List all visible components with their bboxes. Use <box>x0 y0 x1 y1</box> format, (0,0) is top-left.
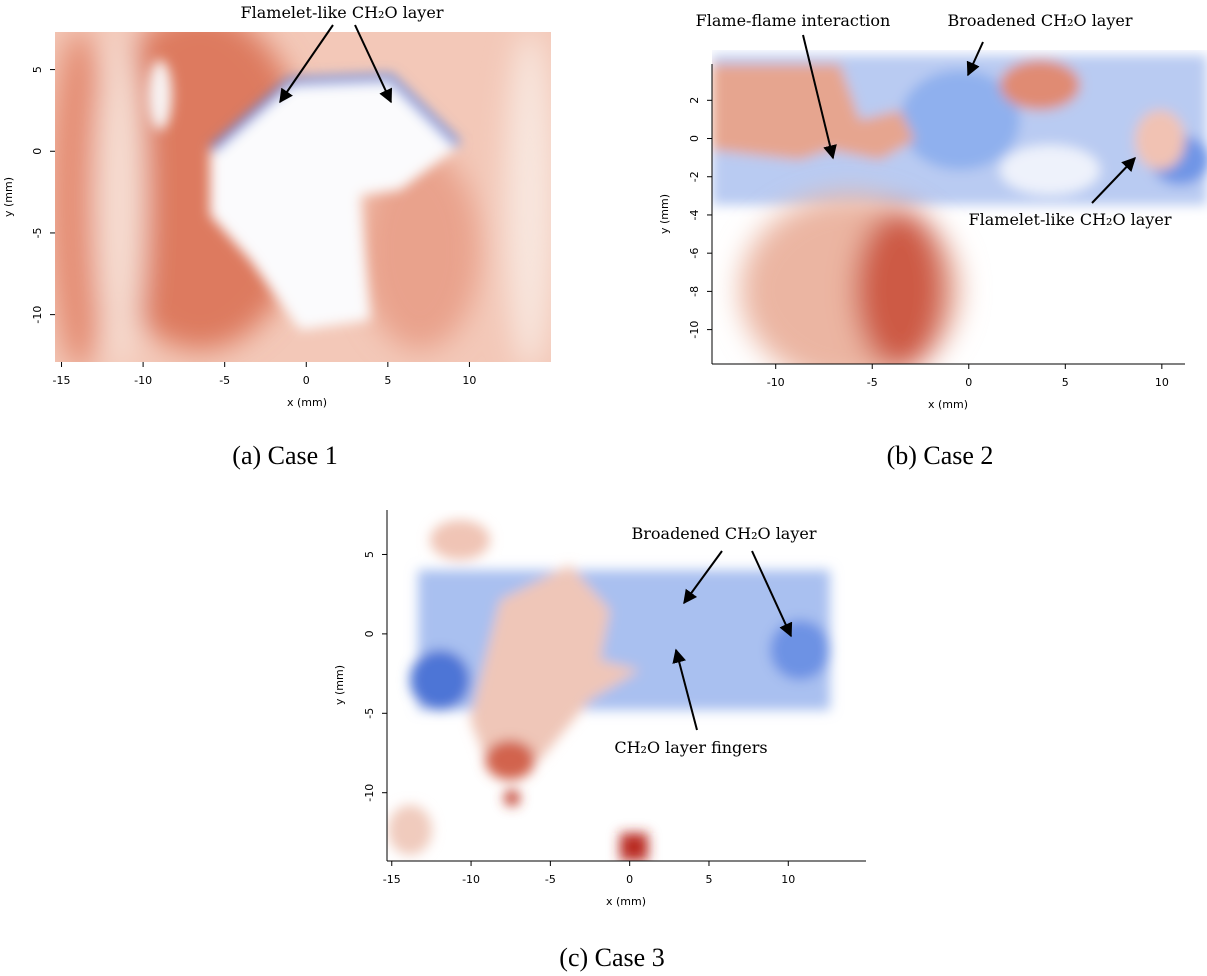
arrow <box>279 24 334 104</box>
y-tick-label: -10 <box>31 306 44 324</box>
x-tick-label: -5 <box>545 873 556 886</box>
y-tick-label: 0 <box>31 148 44 155</box>
y-tick-label: -5 <box>363 708 376 719</box>
x-axis-label: x (mm) <box>287 396 327 409</box>
y-tick-label: -8 <box>688 286 701 297</box>
field-image <box>388 520 830 861</box>
caption: (a) Case 1 <box>232 441 337 470</box>
x-tick-label: -5 <box>867 376 878 389</box>
y-tick-label: -2 <box>688 171 701 182</box>
y-axis-label: y (mm) <box>333 665 346 705</box>
x-tick-label: -10 <box>462 873 480 886</box>
y-tick-label: 5 <box>363 551 376 558</box>
x-axis-label: x (mm) <box>928 398 968 411</box>
y-axis-label: y (mm) <box>658 194 671 234</box>
arrow <box>966 41 984 77</box>
annotation: Flame-flame interaction <box>696 11 891 30</box>
x-tick-label: -15 <box>53 374 71 387</box>
y-tick-label: 2 <box>688 97 701 104</box>
arrow <box>1091 156 1136 204</box>
x-tick-label: 0 <box>303 374 310 387</box>
caption: (c) Case 3 <box>559 943 664 972</box>
annotation: Broadened CH₂O layer <box>947 11 1132 30</box>
x-tick-label: -10 <box>767 376 785 389</box>
y-tick-label: 0 <box>688 135 701 142</box>
arrow <box>683 550 723 605</box>
y-tick-label: -6 <box>688 248 701 259</box>
x-axis-label: x (mm) <box>606 895 646 908</box>
y-tick-label: 0 <box>363 630 376 637</box>
x-tick-label: 5 <box>384 374 391 387</box>
annotation: Flamelet-like CH₂O layer <box>241 3 444 22</box>
caption: (b) Case 2 <box>887 441 994 470</box>
x-tick-label: 0 <box>965 376 972 389</box>
x-tick-label: 10 <box>1155 376 1169 389</box>
annotation: Broadened CH₂O layer <box>631 524 816 543</box>
field-image <box>712 55 1207 364</box>
x-tick-label: -15 <box>383 873 401 886</box>
y-axis-label: y (mm) <box>2 177 15 217</box>
annotation: CH₂O layer fingers <box>614 738 767 757</box>
field-image <box>55 32 551 362</box>
y-tick-label: -4 <box>688 209 701 220</box>
arrow <box>802 34 837 160</box>
y-tick-label: -10 <box>688 321 701 339</box>
x-tick-label: 10 <box>462 374 476 387</box>
arrow <box>354 24 393 104</box>
x-tick-label: 0 <box>626 873 633 886</box>
x-tick-label: 5 <box>1062 376 1069 389</box>
x-tick-label: 10 <box>781 873 795 886</box>
x-tick-label: 5 <box>705 873 712 886</box>
y-tick-label: 5 <box>31 66 44 73</box>
y-tick-label: -5 <box>31 227 44 238</box>
annotation: Flamelet-like CH₂O layer <box>969 210 1172 229</box>
arrow <box>672 648 698 731</box>
x-tick-label: -5 <box>219 374 230 387</box>
arrow <box>751 550 793 638</box>
x-tick-label: -10 <box>134 374 152 387</box>
y-tick-label: -10 <box>363 784 376 802</box>
